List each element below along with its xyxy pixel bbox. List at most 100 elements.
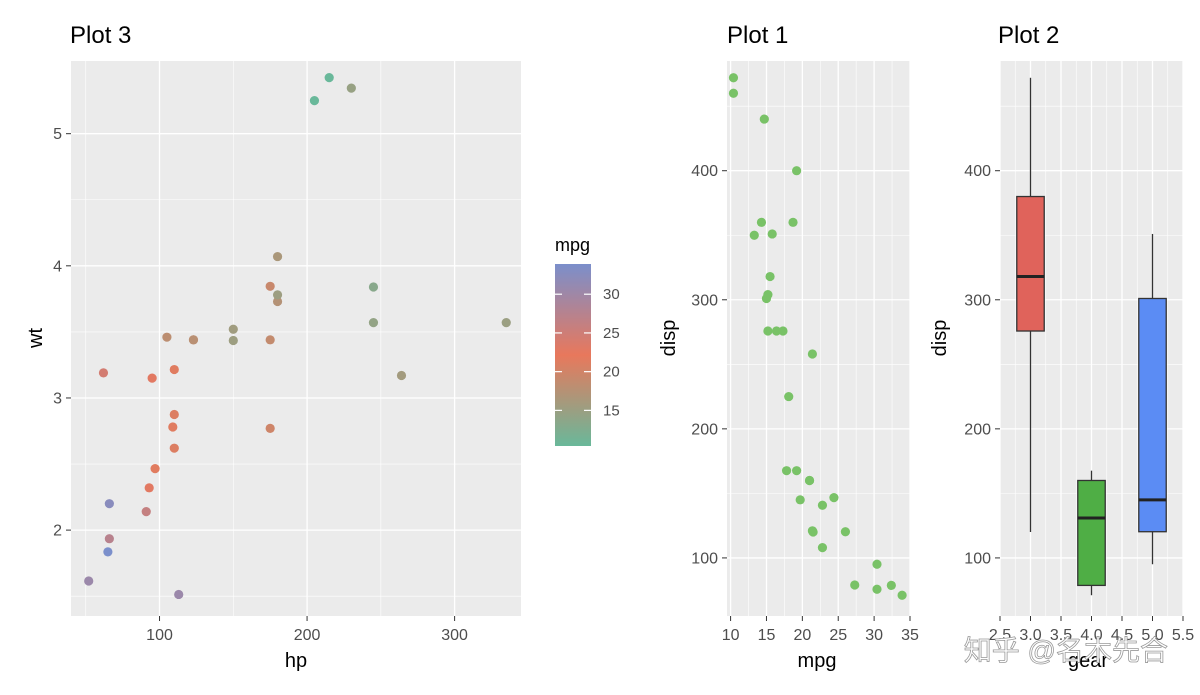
p2-y-tick-label: 100: [964, 550, 991, 567]
p1-point: [886, 580, 896, 591]
p1-point: [804, 475, 815, 486]
p1-point: [765, 271, 775, 282]
p2-y-tick-label: 300: [964, 292, 991, 309]
p3-y-tick-label: 4: [53, 258, 62, 275]
p1-point: [792, 466, 802, 476]
p1-point: [767, 229, 777, 239]
p1-point: [781, 466, 792, 476]
p1-y-tick-label: 400: [691, 163, 718, 180]
plot2-x-label: gear: [1068, 650, 1108, 672]
p1-y-tick-label: 100: [691, 550, 718, 567]
plot3-points: [84, 73, 511, 600]
plot2-panel: Plot 2 2.5 3.0 3.5 4.0 4.5 5.0 5.5 100 200 300 40…: [929, 22, 1194, 672]
p3-point: [103, 547, 113, 557]
legend-label: 15: [603, 402, 620, 419]
p1-x-tick-label: 30: [865, 627, 883, 644]
p1-point: [728, 88, 739, 98]
p3-y-tick-label: 2: [53, 523, 62, 540]
p1-x-tick-label: 35: [901, 627, 919, 644]
plot3-gridlines: [71, 61, 521, 616]
p3-point: [309, 96, 320, 106]
p1-point: [778, 326, 788, 336]
watermark: 知乎 @名木先合: [964, 635, 1168, 666]
p2-x-tick-label: 5.0: [1141, 627, 1163, 644]
p2-x-tick-label: 3.5: [1050, 627, 1072, 644]
p1-point: [897, 590, 907, 600]
p3-point: [141, 507, 151, 517]
p1-point: [749, 230, 759, 240]
p3-point: [368, 282, 379, 292]
p3-point: [346, 83, 356, 93]
plot2-title: Plot 2: [998, 22, 1059, 49]
p3-y-tick-label: 3: [53, 390, 62, 407]
plot1-y-ticks: 100 200 300 400: [691, 163, 727, 567]
p2-y-tick-label: 200: [964, 421, 991, 438]
legend-label: 30: [603, 286, 620, 303]
plot1-gridlines: [727, 61, 911, 616]
p1-y-tick-label: 300: [691, 292, 718, 309]
plot3-panel: Plot 3 100 200 300 2 3 4 5 hp wt: [25, 22, 521, 672]
p3-point: [324, 73, 334, 83]
plot2-x-ticks: 2.5 3.0 3.5 4.0 4.5 5.0 5.5: [989, 616, 1194, 644]
p3-point: [104, 534, 114, 544]
p3-point: [168, 422, 178, 432]
p3-point: [169, 364, 179, 375]
plot1-x-label: mpg: [798, 650, 837, 672]
p1-point: [817, 500, 828, 510]
p3-point: [265, 281, 275, 291]
p3-point: [396, 370, 407, 381]
p2-x-tick-label: 5.5: [1172, 627, 1194, 644]
p1-point: [840, 527, 851, 537]
plot3-x-label: hp: [285, 650, 307, 672]
plot1-x-ticks: 10 15 20 25 30 35: [722, 616, 919, 644]
p1-point: [788, 217, 798, 227]
p1-point: [817, 542, 828, 553]
legend-label: 25: [603, 325, 620, 342]
box-body: [1016, 195, 1045, 332]
p3-x-tick-label: 300: [441, 627, 468, 644]
p1-point: [761, 293, 772, 304]
p2-x-tick-label: 4.0: [1080, 627, 1102, 644]
plot3-title: Plot 3: [70, 22, 131, 49]
plot1-y-label: disp: [658, 320, 680, 357]
p3-point: [162, 332, 172, 342]
p3-point: [501, 318, 511, 328]
plot3-y-label: wt: [25, 328, 47, 349]
p1-point: [756, 217, 767, 227]
p3-point: [104, 499, 114, 509]
p2-x-tick-label: 3.0: [1019, 627, 1041, 644]
p3-point: [150, 464, 160, 474]
p1-point: [872, 584, 882, 594]
p3-point: [228, 324, 238, 334]
p3-point: [272, 251, 283, 262]
p3-point: [272, 296, 283, 307]
plot3-x-ticks: 100 200 300: [146, 616, 468, 644]
p1-x-tick-label: 25: [829, 627, 847, 644]
p3-point: [265, 423, 275, 433]
p3-x-tick-label: 100: [146, 627, 173, 644]
legend-label: 20: [603, 364, 620, 381]
p3-point: [144, 483, 154, 493]
p1-x-tick-label: 10: [722, 627, 740, 644]
p1-point: [763, 326, 773, 336]
plot1-title: Plot 1: [727, 22, 788, 49]
p1-point: [792, 166, 802, 176]
p1-y-tick-label: 200: [691, 421, 718, 438]
p3-point: [84, 576, 94, 586]
p3-point: [272, 290, 283, 300]
mpg-legend: mpg 15 20 25 30: [555, 235, 620, 446]
plot3-background: [71, 61, 521, 616]
p1-point: [807, 526, 818, 536]
plot2-boxes: [1016, 77, 1167, 596]
p3-point: [169, 443, 179, 453]
p1-point: [850, 580, 860, 590]
p1-x-tick-label: 15: [758, 627, 776, 644]
p2-y-tick-label: 400: [964, 163, 991, 180]
p3-point: [174, 589, 184, 600]
plot3-y-ticks: 2 3 4 5: [53, 126, 71, 540]
plot2-y-ticks: 100 200 300 400: [964, 163, 1000, 567]
plot2-y-label: disp: [929, 320, 951, 357]
p1-point: [872, 559, 882, 569]
p3-point: [228, 335, 238, 346]
